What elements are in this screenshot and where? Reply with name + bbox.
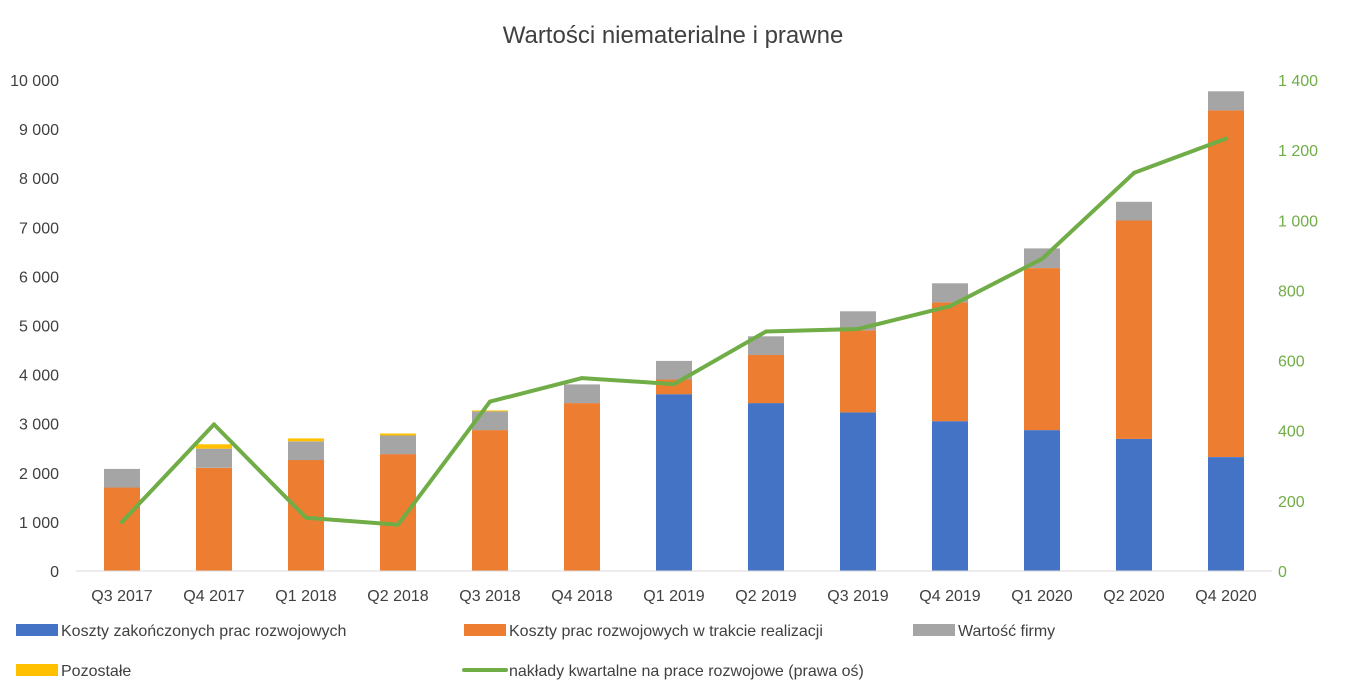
legend-label-3: Pozostałe — [61, 663, 131, 680]
bar-segment-s1-10 — [1024, 268, 1060, 431]
y-right-tick-label: 1 400 — [1278, 73, 1318, 90]
legend-label-2: Wartość firmy — [958, 623, 1055, 640]
y-left-tick-label: 9 000 — [19, 122, 59, 139]
line-point-5 — [580, 376, 584, 381]
x-tick-label: Q4 2017 — [183, 588, 244, 605]
legend-label-0: Koszty zakończonych prac rozwojowych — [61, 623, 346, 640]
axes-layer: 0 1 000 2 000 3 000 4 000 5 000 6 000 7 000 8 00… — [10, 73, 1318, 605]
y-left-tick-label: 8 000 — [19, 171, 59, 188]
bar-segment-s0-9 — [932, 421, 968, 571]
bar-segment-s0-11 — [1116, 438, 1152, 571]
bar-segment-s2-6 — [656, 360, 692, 380]
line-point-9 — [948, 304, 952, 309]
bar-segment-s3-1 — [196, 444, 232, 449]
line-point-10 — [1040, 256, 1044, 261]
line-point-2 — [304, 515, 308, 520]
bar-segment-s1-1 — [196, 467, 232, 571]
bar-segment-s2-9 — [932, 283, 968, 303]
x-tick-label: Q2 2019 — [735, 588, 796, 605]
bar-segment-s1-8 — [840, 330, 876, 413]
x-tick-label: Q4 2019 — [919, 588, 980, 605]
bar-segment-s0-8 — [840, 412, 876, 571]
x-tick-label: Q3 2019 — [827, 588, 888, 605]
x-tick-label: Q2 2018 — [367, 588, 428, 605]
x-tick-label: Q2 2020 — [1103, 588, 1164, 605]
bar-segment-s3-2 — [288, 438, 324, 442]
x-tick-label: Q1 2018 — [275, 588, 336, 605]
legend-swatch-0 — [16, 624, 58, 636]
y-left-tick-label: 1 000 — [19, 515, 59, 532]
legend-swatch-3 — [16, 664, 58, 676]
x-tick-label: Q4 2018 — [551, 588, 612, 605]
x-tick-label: Q1 2019 — [643, 588, 704, 605]
legend: Koszty zakończonych prac rozwojowych Kosz… — [16, 623, 1055, 680]
y-left-tick-label: 2 000 — [19, 466, 59, 483]
legend-swatch-1 — [464, 624, 506, 636]
bar-segment-s1-5 — [564, 403, 600, 571]
line-point-6 — [672, 382, 676, 387]
line-point-4 — [488, 399, 492, 404]
y-right-tick-label: 800 — [1278, 283, 1305, 300]
x-tick-label: Q1 2020 — [1011, 588, 1072, 605]
bar-segment-s1-4 — [472, 430, 508, 571]
bar-segment-s2-1 — [196, 448, 232, 468]
y-left-tick-label: 10 000 — [10, 73, 59, 90]
bar-segment-s2-12 — [1208, 91, 1244, 111]
y-right-tick-label: 400 — [1278, 424, 1305, 441]
y-right-tick-label: 600 — [1278, 354, 1305, 371]
bar-segment-s0-7 — [748, 403, 784, 571]
bar-segment-s2-11 — [1116, 201, 1152, 221]
line-layer — [120, 136, 1228, 527]
bar-segment-s1-12 — [1208, 110, 1244, 458]
line-point-12 — [1224, 136, 1228, 141]
bar-segment-s0-6 — [656, 394, 692, 571]
bar-segment-s1-7 — [748, 355, 784, 404]
legend-label-4: nakłady kwartalne na prace rozwojowe (pr… — [509, 663, 864, 680]
bar-segment-s2-3 — [380, 435, 416, 455]
legend-swatch-2 — [913, 624, 955, 636]
y-left-tick-label: 3 000 — [19, 417, 59, 434]
x-tick-label: Q3 2017 — [91, 588, 152, 605]
bar-segment-s2-7 — [748, 336, 784, 355]
x-tick-label: Q3 2018 — [459, 588, 520, 605]
line-point-11 — [1132, 170, 1136, 175]
line-point-0 — [120, 519, 124, 524]
bar-segment-s3-4 — [472, 410, 508, 412]
bar-segment-s2-5 — [564, 384, 600, 404]
bar-segment-s0-12 — [1208, 457, 1244, 571]
chart-title: Wartości niematerialne i prawne — [503, 22, 844, 49]
x-tick-label: Q4 2020 — [1195, 588, 1256, 605]
line-point-8 — [856, 327, 860, 331]
line-point-1 — [212, 422, 216, 427]
y-left-tick-label: 5 000 — [19, 319, 59, 336]
bar-segment-s3-3 — [380, 433, 416, 436]
y-right-tick-label: 0 — [1278, 564, 1287, 581]
y-right-tick-label: 1 200 — [1278, 143, 1318, 160]
bar-segment-s0-10 — [1024, 430, 1060, 571]
bar-segment-s1-11 — [1116, 220, 1152, 439]
line-point-7 — [764, 329, 768, 334]
bar-segment-s2-2 — [288, 441, 324, 461]
y-right-tick-label: 200 — [1278, 494, 1305, 511]
bar-segment-s1-0 — [104, 487, 140, 571]
bar-segment-s1-3 — [380, 454, 416, 571]
line-point-3 — [396, 522, 400, 527]
bar-segment-s2-0 — [104, 468, 140, 488]
y-left-tick-label: 6 000 — [19, 269, 59, 286]
y-left-tick-label: 0 — [50, 564, 59, 581]
y-left-tick-label: 7 000 — [19, 220, 59, 237]
bars-layer — [104, 91, 1244, 571]
y-left-tick-label: 4 000 — [19, 368, 59, 385]
legend-label-1: Koszty prac rozwojowych w trakcie realiz… — [509, 623, 823, 640]
y-right-tick-label: 1 000 — [1278, 213, 1318, 230]
bar-segment-s1-9 — [932, 302, 968, 422]
